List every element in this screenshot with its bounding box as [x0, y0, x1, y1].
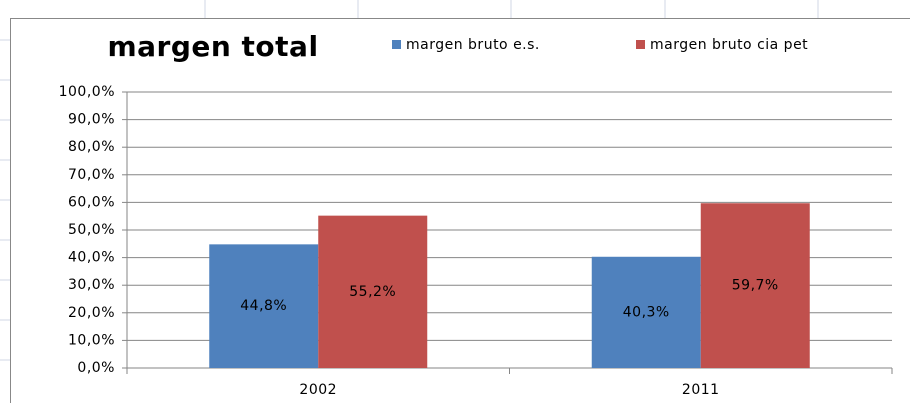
y-tick-label: 80,0% — [68, 139, 115, 155]
y-tick-label: 70,0% — [68, 167, 115, 183]
x-tick-label: 2011 — [682, 382, 720, 398]
x-tick-label: 2002 — [299, 382, 337, 398]
legend-swatch — [636, 40, 645, 49]
bar — [318, 215, 428, 368]
y-tick-label: 30,0% — [68, 277, 115, 293]
bar — [209, 244, 319, 368]
value-label: 44,8% — [240, 298, 287, 314]
value-label: 55,2% — [349, 284, 396, 300]
y-tick-label: 50,0% — [68, 222, 115, 238]
y-tick-label: 20,0% — [68, 305, 115, 321]
y-tick-label: 60,0% — [68, 194, 115, 210]
spreadsheet-grid — [0, 0, 819, 361]
legend-label: margen bruto cia pet — [650, 37, 808, 53]
bar — [700, 203, 810, 368]
y-tick-label: 90,0% — [68, 112, 115, 128]
y-tick-label: 100,0% — [59, 84, 115, 100]
y-tick-label: 10,0% — [68, 332, 115, 348]
value-label: 59,7% — [732, 278, 779, 294]
chart-title: margen total — [107, 30, 318, 63]
bar — [591, 256, 701, 368]
y-tick-label: 0,0% — [77, 360, 115, 376]
value-label: 40,3% — [623, 304, 670, 320]
legend-swatch — [392, 40, 401, 49]
legend-label: margen bruto e.s. — [406, 37, 540, 53]
y-tick-label: 40,0% — [68, 250, 115, 266]
